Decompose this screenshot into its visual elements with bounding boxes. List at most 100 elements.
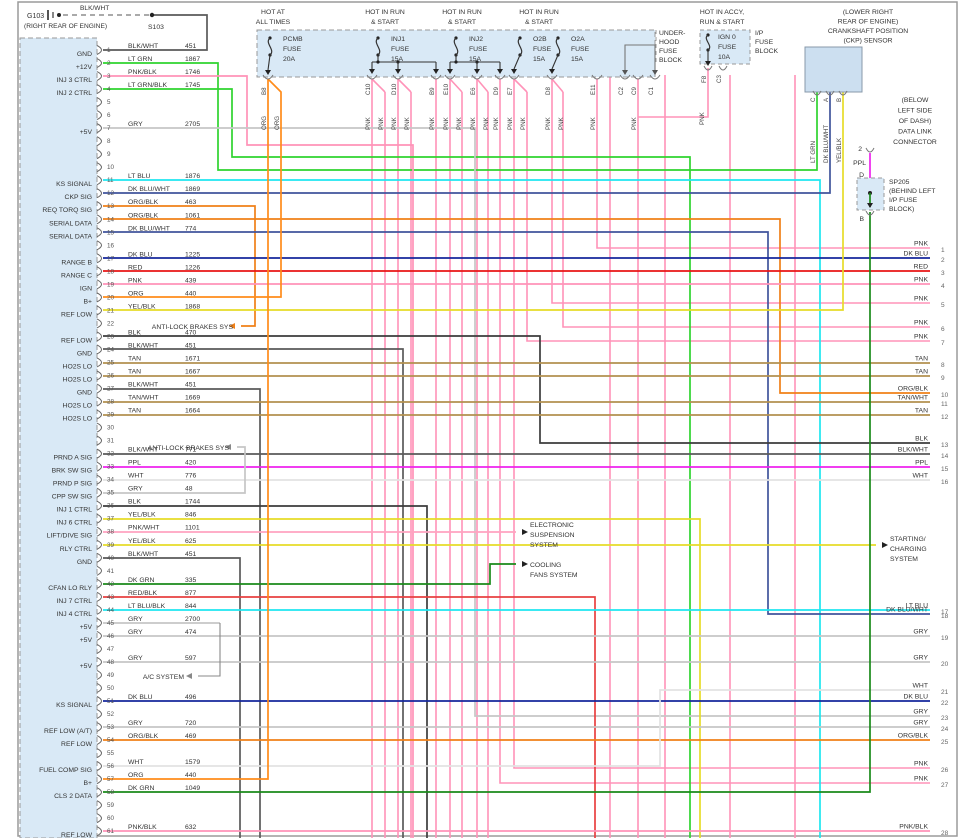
g103-label: G103 <box>27 13 44 20</box>
pin-arc <box>96 422 102 433</box>
pin-number: 11 <box>107 177 114 184</box>
circuit-number-label: 1225 <box>185 251 200 258</box>
ckp-pin-letter: C <box>810 97 817 102</box>
pin-number: 59 <box>107 802 115 809</box>
arrowhead <box>186 673 192 679</box>
circuit-number-label: 1101 <box>185 525 200 532</box>
fuse-symbol <box>267 37 273 56</box>
arrowhead <box>395 69 401 74</box>
arrowhead <box>549 69 555 74</box>
wire-color-label: YEL/BLK <box>128 538 156 545</box>
pin-arc <box>96 318 102 329</box>
wire-color-label: GRY <box>128 616 143 623</box>
right-wire-color: DK BLU/WHT <box>886 607 928 614</box>
circuit-number-label: 844 <box>185 603 197 610</box>
pin-27-wire <box>103 388 261 838</box>
pin-signal-label: GND <box>77 350 92 357</box>
pin-arc <box>96 331 102 342</box>
right-wire-color: GRY <box>913 655 928 662</box>
wire-color-label: WHT <box>128 759 143 766</box>
pin-arc <box>96 201 102 212</box>
pin-arc <box>96 709 102 719</box>
pin-signal-label: +5V <box>80 624 93 631</box>
pin-number: 49 <box>107 672 115 679</box>
pin-number: 8 <box>107 138 111 145</box>
wire-color-label: BLK <box>128 499 141 506</box>
drop-wire-color: PNK <box>631 116 638 130</box>
pink-fanout <box>397 78 412 93</box>
ckp-title: REAR OF ENGINE) <box>838 19 898 26</box>
pin-arc <box>96 344 102 355</box>
circuit-number-label: 439 <box>185 277 197 284</box>
fuse-label: FUSE <box>469 46 488 53</box>
pin-arc <box>96 526 102 537</box>
pin-signal-label: RANGE C <box>61 272 92 279</box>
wire-color-label: PNK/BLK <box>128 824 157 831</box>
right-wire-color: PNK <box>914 776 928 783</box>
wire-color-label: PNK/WHT <box>128 525 159 532</box>
circuit-number-label: 440 <box>185 290 197 297</box>
splice-in-terminal: D <box>859 172 864 179</box>
circuit-number-label: 2700 <box>185 616 200 623</box>
arrowhead <box>447 69 453 74</box>
connector-arc <box>444 74 456 80</box>
pin-arc <box>96 552 102 563</box>
pin-signal-label: HO2S LO <box>63 377 92 384</box>
right-pin-number: 13 <box>941 442 949 449</box>
right-pin-number: 25 <box>941 739 949 746</box>
pin-number: 15 <box>107 229 115 236</box>
right-wire-color: WHT <box>913 683 928 690</box>
drop-wire-color: PNK <box>470 116 477 130</box>
pin-signal-label: BRK SW SIG <box>52 468 92 475</box>
pink-fanout <box>449 78 463 93</box>
circuit-number-label: 1664 <box>185 408 200 415</box>
drop-wire-color: PNK <box>545 116 552 130</box>
hot-label: ALL TIMES <box>256 19 291 26</box>
pin-arc <box>96 565 102 576</box>
junction-dot <box>376 60 380 64</box>
suspension-system-label: SYSTEM <box>530 542 558 549</box>
pin-arc <box>96 227 102 238</box>
pin-number: 29 <box>107 412 115 419</box>
abs-system-label: ANTI-LOCK BRAKES SYS <box>152 324 234 331</box>
connector-arc <box>508 74 520 80</box>
drop-wire-color: PNK <box>404 116 411 130</box>
hot-label: & START <box>448 19 476 26</box>
circuit-number-label: 335 <box>185 577 197 584</box>
pin-11-wire <box>103 179 821 838</box>
wire-color-label: GRY <box>128 720 143 727</box>
pin-signal-label: CFAN LO RLY <box>48 585 92 592</box>
pink-feed-wire <box>499 79 930 784</box>
pin-number: 24 <box>107 346 115 353</box>
arrowhead <box>522 561 528 567</box>
pin-arc <box>96 630 102 641</box>
circuit-number-label: 2705 <box>185 121 200 128</box>
connector-arc <box>865 210 875 216</box>
pin-arc <box>96 396 102 407</box>
arrowhead <box>511 69 517 74</box>
pin-43-wire <box>103 596 596 838</box>
pin-number: 58 <box>107 789 115 796</box>
wire-color-label: RED <box>128 264 142 271</box>
right-pin-number: 3 <box>941 270 945 277</box>
circuit-number-label: 1745 <box>185 82 200 89</box>
wire-color-label: ORG <box>128 772 143 779</box>
pin-arc <box>96 591 102 602</box>
pin-signal-label: REF LOW <box>61 741 93 748</box>
right-wire-color: PNK <box>914 320 928 327</box>
wire-color-label: PPL <box>128 460 141 467</box>
pin-15-wire <box>103 231 930 615</box>
connector-arc <box>262 74 274 80</box>
circuit-number-label: 440 <box>185 772 197 779</box>
pin-20-wire <box>103 78 282 298</box>
pin-number: 56 <box>107 763 115 770</box>
connector-arc <box>825 90 835 96</box>
right-pin-number: 28 <box>941 830 949 837</box>
terminal-letter: B8 <box>261 87 268 95</box>
wire-color-label: RED/BLK <box>128 590 158 597</box>
terminal-letter: E7 <box>507 87 514 95</box>
fuse-label: FUSE <box>718 44 737 51</box>
pin-signal-label: HO2S LO <box>63 363 92 370</box>
circuit-number-label: 1226 <box>185 264 200 271</box>
